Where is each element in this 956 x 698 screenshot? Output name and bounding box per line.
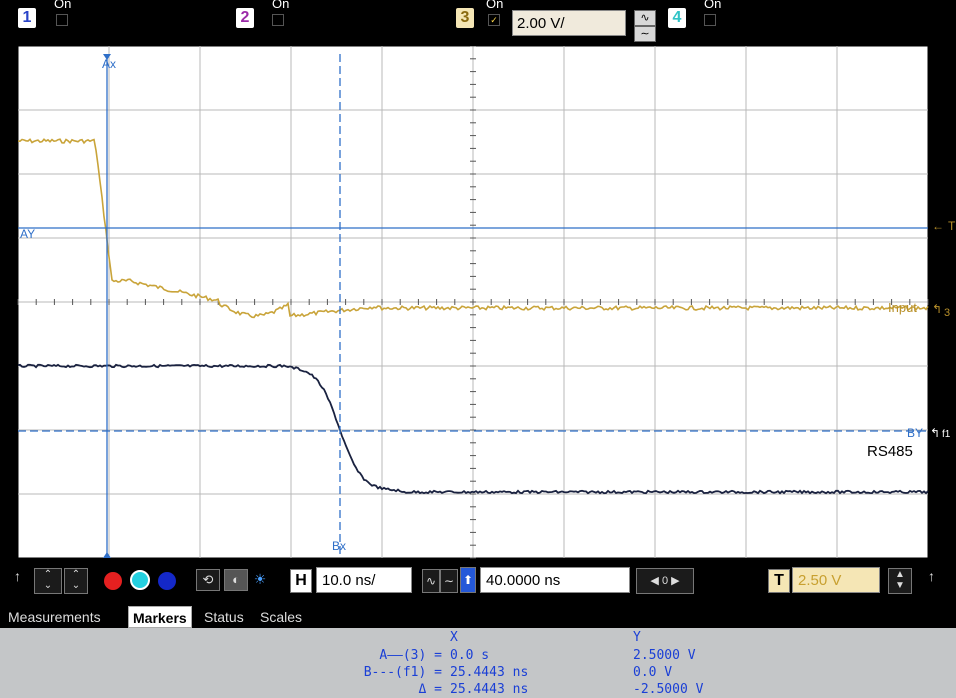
channel-2-state: On: [272, 0, 290, 11]
channel-4-state: On: [704, 0, 722, 11]
tab-scales[interactable]: Scales: [260, 609, 303, 625]
position-spinner-button[interactable]: ⌃ ⌄: [64, 568, 88, 594]
channel-4-button[interactable]: 4: [668, 8, 686, 28]
channel-3-checkbox[interactable]: ✓: [488, 14, 500, 26]
channel-2-checkbox[interactable]: [272, 14, 284, 26]
channel-3-ground-arrow[interactable]: ↰: [932, 302, 942, 316]
readout-row-b-x: 25.4443 ns: [450, 665, 529, 680]
readout-row-delta-name: Δ =: [418, 682, 442, 697]
channel-1-checkbox[interactable]: [56, 14, 68, 26]
tab-measurements[interactable]: Measurements: [8, 609, 101, 625]
trigger-level-spinner[interactable]: ▲ ▼: [888, 568, 912, 594]
ac-coupling-icon[interactable]: ∿: [634, 10, 656, 26]
readout-row-b-y: 0.0 V: [633, 665, 673, 680]
delay-reference-icon[interactable]: ⬆: [460, 567, 476, 593]
channel-3-button[interactable]: 3: [456, 8, 474, 28]
input-trace-label: Input: [888, 300, 917, 315]
channel-3-state: On: [486, 0, 504, 11]
horizontal-label: H: [290, 569, 312, 593]
tab-status[interactable]: Status: [204, 609, 244, 625]
scroll-up-icon[interactable]: ↑: [14, 568, 21, 584]
trigger-label: T: [768, 569, 790, 593]
marker-ax-handle-top[interactable]: [103, 54, 111, 60]
input-trace: [17, 138, 929, 319]
sine-mode-icon[interactable]: ∼: [440, 569, 458, 593]
cyan-marker-icon[interactable]: [130, 570, 150, 590]
channel-4-checkbox[interactable]: [704, 14, 716, 26]
waveform-mode-icon[interactable]: ∿: [422, 569, 440, 593]
dc-coupling-icon[interactable]: ∼: [634, 26, 656, 42]
trigger-level-field[interactable]: 2.50 V: [792, 567, 880, 593]
tab-markers[interactable]: Markers: [128, 606, 192, 628]
waveform-display[interactable]: Ax AY Bx BY Input RS485 ← T ↰ 3 ↰ f1: [0, 46, 956, 560]
trigger-level-arrow[interactable]: ←: [932, 219, 944, 233]
channel-1-state: On: [54, 0, 72, 11]
marker-ax-handle-bottom[interactable]: [103, 552, 111, 558]
delay-zero-label: 0: [661, 575, 669, 587]
delay-field[interactable]: 40.0000 ns: [480, 567, 630, 593]
marker-by-label: BY: [907, 426, 923, 440]
eraser-icon[interactable]: ◐: [224, 569, 248, 591]
channel-3-ground-label: 3: [944, 307, 950, 319]
readout-row-b-name: B---(f1) =: [363, 665, 442, 680]
rs485-trace: [17, 363, 929, 495]
brightness-icon[interactable]: ☀: [253, 571, 267, 587]
marker-bx-label: Bx: [332, 539, 346, 553]
marker-ay-label: AY: [20, 227, 35, 241]
channel-3-scale-field[interactable]: 2.00 V/: [512, 10, 626, 36]
graticule-grid: [17, 46, 929, 559]
timebase-field[interactable]: 10.0 ns/: [316, 567, 412, 593]
readout-row-a-x: 0.0 s: [450, 648, 490, 663]
channel-2-button[interactable]: 2: [236, 8, 254, 28]
readout-row-a-y: 2.5000 V: [633, 648, 696, 663]
marker-readout-panel: X Y A——(3) = 0.0 s 2.5000 V B---(f1) = 2…: [0, 628, 956, 698]
scroll-up-right-icon[interactable]: ↑: [928, 568, 935, 584]
readout-row-a-name: A——(3) =: [379, 648, 442, 663]
control-bar: ↑ ⌃ ⌄ ⌃ ⌄ ⟲ ◐ ☀ H 10.0 ns/ ∿ ∼ ⬆ 40.0000 n…: [0, 560, 956, 600]
vertical-spinner-button[interactable]: ⌃ ⌄: [34, 568, 62, 594]
delay-adjust-control[interactable]: ◀ 0 ▶: [636, 568, 694, 594]
channel-1-button[interactable]: 1: [18, 8, 36, 28]
marker-ax-label: Ax: [102, 57, 116, 71]
blue-marker-icon[interactable]: [158, 572, 176, 590]
f1-ground-arrow[interactable]: ↰: [930, 426, 940, 440]
red-marker-icon[interactable]: [104, 572, 122, 590]
autoscale-icon[interactable]: ⟲: [196, 569, 220, 591]
trigger-level-label: T: [948, 219, 956, 233]
readout-y-header: Y: [633, 630, 641, 645]
readout-row-delta-y: -2.5000 V: [633, 682, 704, 697]
rs485-trace-label: RS485: [867, 443, 913, 460]
f1-ground-label: f1: [942, 429, 951, 440]
channel-bar: 1 On 2 On 3 On ✓ 2.00 V/ ∿ ∼ 4 On: [0, 0, 956, 46]
readout-x-header: X: [450, 630, 458, 645]
readout-row-delta-x: 25.4443 ns: [450, 682, 529, 697]
tab-bar: Measurements Markers Status Scales: [0, 602, 956, 628]
